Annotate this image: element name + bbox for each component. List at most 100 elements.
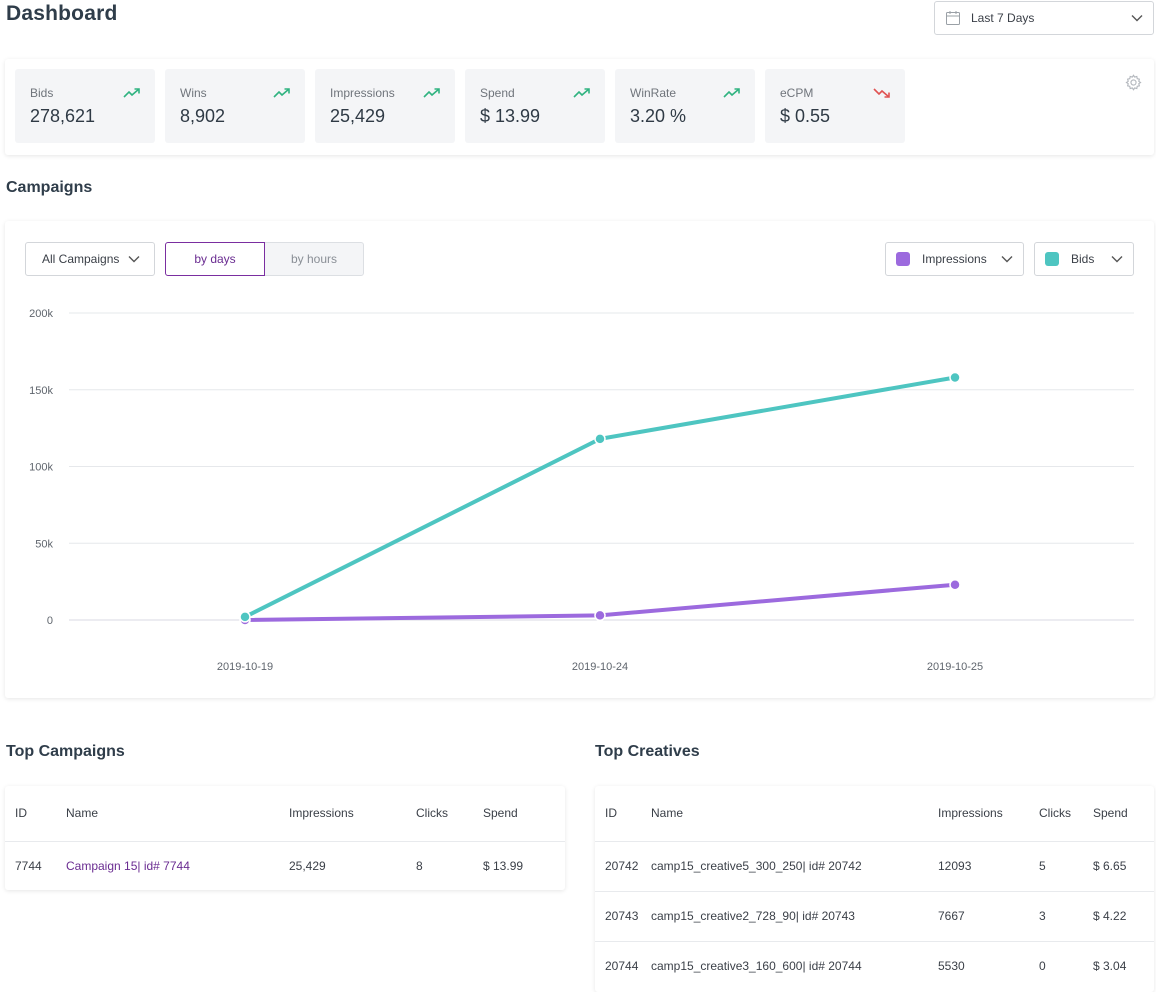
chevron-down-icon [128, 256, 140, 263]
stat-label: eCPM [780, 86, 814, 100]
top-campaigns-title: Top Campaigns [6, 743, 125, 760]
top-creatives-table-panel: ID Name Impressions Clicks Spend 20742 c… [595, 786, 1154, 992]
y-tick-label: 150k [29, 385, 53, 397]
date-range-select[interactable]: Last 7 Days [934, 1, 1154, 35]
metric1-select[interactable]: Impressions [885, 242, 1024, 276]
cell-name: camp15_creative5_300_250| id# 20742 [651, 841, 938, 892]
data-point-bids [594, 433, 606, 445]
line-chart: 0 50k 100k 150k 200k 2019-10-19 2019-10-24 2019… [29, 308, 1134, 673]
cell-id: 7744 [15, 859, 42, 874]
chevron-down-icon [1131, 15, 1143, 22]
x-tick-label: 2019-10-19 [217, 661, 273, 673]
campaign-filter-label: All Campaigns [42, 252, 120, 266]
trending-down-icon [873, 88, 890, 98]
cell-spend: $ 3.04 [1093, 959, 1127, 974]
impressions-swatch [896, 252, 910, 266]
data-point-impressions [594, 609, 606, 622]
stat-label: Impressions [330, 86, 395, 100]
cell-impressions: 7667 [938, 891, 1039, 942]
metric2-label: Bids [1071, 252, 1095, 266]
cell-spend: $ 13.99 [483, 859, 524, 874]
stat-value: $ 0.55 [780, 106, 831, 126]
y-tick-label: 0 [47, 615, 53, 627]
campaigns-section-title: Campaigns [6, 179, 93, 196]
metric2-select[interactable]: Bids [1034, 242, 1134, 276]
cell-id: 20743 [595, 891, 651, 942]
data-point-bids [239, 611, 251, 623]
table-row: 7744 Campaign 15| id# 7744 25,429 8 $ 13… [5, 841, 565, 891]
cell-name: camp15_creative3_160_600| id# 20744 [651, 959, 862, 974]
top-campaigns-table-panel: ID Name Impressions Clicks Spend 7744 Ca… [5, 786, 565, 890]
calendar-icon [946, 11, 960, 25]
date-range-label: Last 7 Days [971, 11, 1035, 25]
cell-impressions: 5530 [938, 959, 965, 974]
col-header-spend: Spend [483, 786, 565, 842]
trending-up-icon [423, 88, 440, 98]
stat-value: 3.20 % [630, 106, 687, 126]
col-header-impressions: Impressions [289, 786, 416, 842]
stat-label: WinRate [630, 86, 677, 100]
data-point-impressions [949, 578, 961, 591]
stat-tile-ecpm: eCPM $ 0.55 [765, 69, 905, 143]
cell-impressions: 12093 [938, 841, 1039, 892]
stat-tile-wins: Wins 8,902 [165, 69, 305, 143]
col-header-clicks: Clicks [1039, 786, 1093, 842]
cell-clicks: 3 [1039, 891, 1093, 942]
stat-tile-impressions: Impressions 25,429 [315, 69, 455, 143]
col-header-name: Name [651, 786, 938, 842]
stat-value: 278,621 [30, 106, 96, 126]
stat-tile-spend: Spend $ 13.99 [465, 69, 605, 143]
cell-id: 20744 [605, 959, 639, 974]
chevron-down-icon [1111, 256, 1123, 263]
stat-tile-bids: Bids 278,621 [15, 69, 155, 143]
bids-swatch [1045, 252, 1059, 266]
cell-clicks: 0 [1039, 959, 1046, 974]
cell-impressions: 25,429 [289, 859, 326, 874]
x-tick-label: 2019-10-25 [927, 661, 983, 673]
trending-up-icon [573, 88, 590, 98]
stats-panel: Bids 278,621 Wins 8,902 Impressions 25,429 Spe… [5, 59, 1154, 155]
cell-id: 20742 [595, 841, 651, 892]
series-line-bids [243, 375, 957, 619]
y-tick-label: 200k [29, 308, 53, 320]
top-campaigns-table: ID Name Impressions Clicks Spend 7744 Ca… [5, 786, 565, 891]
col-header-id: ID [595, 786, 651, 842]
cell-name: camp15_creative2_728_90| id# 20743 [651, 891, 938, 942]
cell-name: Campaign 15| id# 7744 [66, 841, 289, 891]
col-header-id: ID [5, 786, 66, 842]
gear-icon[interactable] [1125, 74, 1142, 91]
trending-up-icon [123, 88, 140, 98]
col-header-impressions: Impressions [938, 786, 1039, 842]
table-header-row: ID Name Impressions Clicks Spend [5, 786, 565, 842]
stat-tile-winrate: WinRate 3.20 % [615, 69, 755, 143]
table-row: 20742 camp15_creative5_300_250| id# 2074… [595, 841, 1154, 892]
stat-value: $ 13.99 [480, 106, 541, 126]
campaign-link[interactable]: Campaign 15| id# 7744 [66, 859, 190, 874]
table-header-row: ID Name Impressions Clicks Spend [595, 786, 1154, 842]
cell-clicks: 5 [1039, 841, 1093, 892]
stat-value: 25,429 [330, 106, 386, 126]
x-tick-label: 2019-10-24 [572, 661, 628, 673]
stat-label: Bids [30, 86, 54, 100]
col-header-name: Name [66, 786, 289, 842]
metric1-label: Impressions [922, 252, 987, 266]
cell-spend: $ 6.65 [1093, 841, 1154, 892]
data-point-bids [949, 371, 961, 384]
campaign-filter-select[interactable]: All Campaigns [25, 242, 155, 276]
chevron-down-icon [1001, 256, 1013, 263]
campaigns-chart-panel: All Campaigns by days by hours Impressio… [5, 221, 1154, 698]
y-tick-label: 100k [29, 462, 53, 474]
cell-clicks: 8 [416, 859, 423, 874]
toggle-by-days[interactable]: by days [165, 242, 265, 276]
stat-label: Spend [480, 86, 515, 100]
y-tick-label: 50k [35, 538, 53, 550]
col-header-clicks: Clicks [416, 786, 483, 842]
page-title: Dashboard [6, 2, 118, 25]
cell-spend: $ 4.22 [1093, 891, 1154, 942]
top-creatives-title: Top Creatives [595, 743, 700, 760]
top-creatives-table: ID Name Impressions Clicks Spend 20742 c… [595, 786, 1154, 991]
table-row: 20743 camp15_creative2_728_90| id# 20743… [595, 891, 1154, 942]
col-header-spend: Spend [1093, 786, 1154, 842]
stat-label: Wins [180, 86, 207, 100]
trending-up-icon [273, 88, 290, 98]
